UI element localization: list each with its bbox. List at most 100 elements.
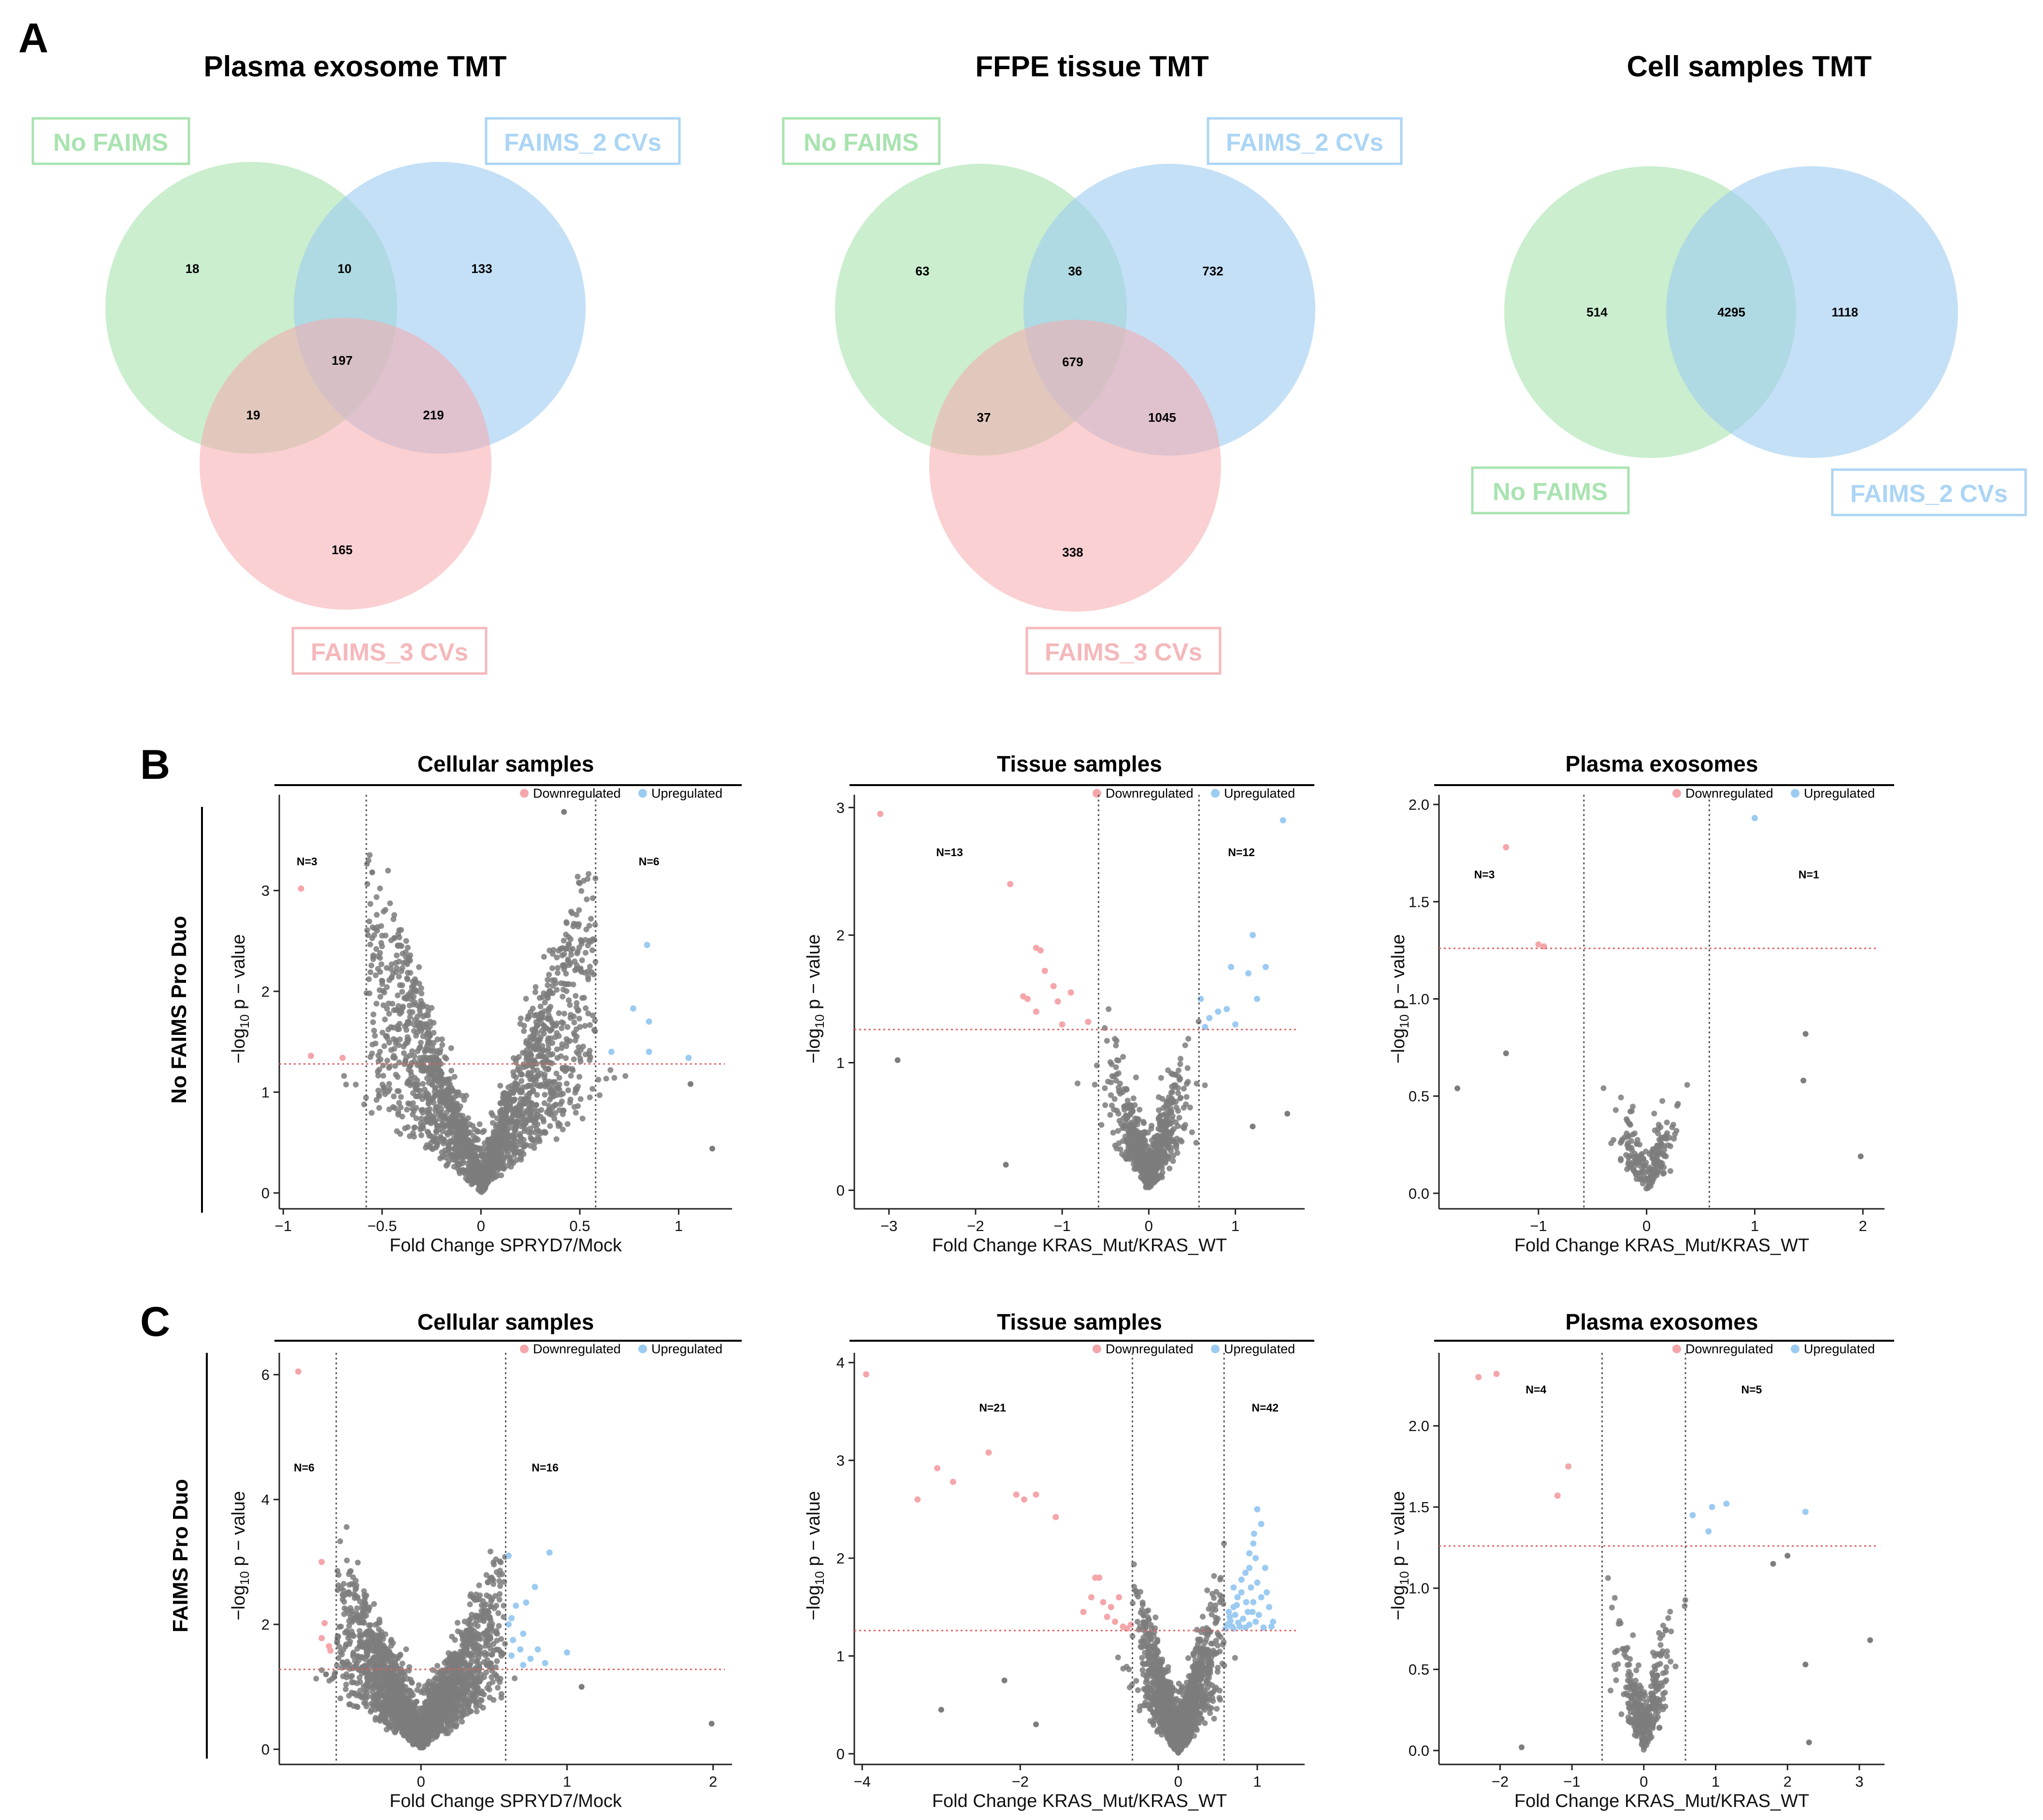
up-point (1232, 1021, 1239, 1028)
ns-point (542, 1091, 548, 1098)
ns-point (590, 1012, 596, 1018)
ns-point (1121, 1124, 1127, 1130)
ns-point (480, 1705, 486, 1711)
y-tick-label: 2.0 (1409, 796, 1429, 813)
venn-label-box-a (1471, 466, 1630, 515)
ns-point (1125, 1152, 1132, 1159)
ns-point (545, 976, 551, 983)
ns-point (395, 1074, 401, 1080)
ns-point (454, 1092, 460, 1099)
ns-point (541, 1031, 547, 1037)
ns-point (1284, 1111, 1291, 1117)
ns-point (429, 1081, 435, 1088)
ns-point (374, 912, 380, 918)
ns-point (418, 1116, 425, 1122)
ns-point (512, 1096, 518, 1103)
ns-point (1169, 1113, 1176, 1119)
ns-point (567, 1096, 574, 1103)
ns-point (495, 1155, 502, 1161)
ns-point (1121, 1086, 1127, 1092)
ns-point (455, 1628, 461, 1634)
ns-point (344, 1524, 350, 1530)
ns-point (334, 1568, 341, 1574)
ns-point (551, 1022, 558, 1029)
ns-point (381, 989, 388, 996)
ns-point (1137, 1106, 1143, 1113)
ns-point (489, 1110, 494, 1116)
ns-point (554, 1046, 560, 1052)
ns-point (432, 1089, 438, 1095)
y-tick-label: 1 (261, 1084, 270, 1101)
ns-point (394, 952, 400, 959)
x-tick-label: 2 (1859, 1218, 1867, 1234)
down-point (298, 885, 304, 892)
ns-point (1134, 1133, 1140, 1139)
ns-point (462, 1642, 468, 1648)
ns-point (549, 977, 555, 983)
ns-point (571, 1013, 577, 1019)
ns-point (534, 1022, 540, 1029)
y-tick-label: 6 (261, 1366, 270, 1383)
ns-point (1169, 1089, 1175, 1095)
ns-point (563, 920, 570, 926)
down-point (1037, 947, 1044, 954)
ns-point (413, 1032, 419, 1039)
up-point (1223, 1006, 1230, 1013)
ns-point (471, 1166, 477, 1173)
ns-point (573, 1026, 579, 1032)
venn-plasma-exosome: Plasma exosome TMT No FAIMS FAIMS_2 CVs … (31, 50, 681, 675)
ns-point (1140, 1160, 1147, 1166)
ns-point (381, 1088, 387, 1094)
ns-point (442, 1054, 448, 1060)
ns-point (337, 1695, 344, 1702)
ns-point (571, 1056, 577, 1062)
ns-point (1113, 1038, 1120, 1044)
ns-point (567, 960, 574, 966)
ns-point (1116, 1118, 1122, 1124)
ns-point (1664, 1130, 1670, 1136)
ns-point (549, 1105, 556, 1111)
ns-point (460, 1648, 467, 1654)
ns-point (499, 1120, 505, 1126)
y-tick-label: 4 (261, 1491, 270, 1508)
up-point (1262, 963, 1269, 970)
ns-point (1658, 1141, 1665, 1147)
ns-point (354, 1703, 360, 1709)
ns-point (403, 996, 410, 1002)
down-point (1041, 967, 1048, 974)
ns-point (587, 1022, 593, 1028)
ns-point (1175, 1085, 1181, 1091)
ns-point (374, 1097, 380, 1103)
ns-point (1122, 1133, 1128, 1140)
ns-point (1136, 1150, 1142, 1157)
ns-point (431, 1019, 437, 1026)
ns-point (1630, 1103, 1636, 1110)
ns-point (542, 1065, 548, 1072)
ns-point (395, 943, 401, 949)
up-point (630, 1005, 636, 1012)
ns-point (577, 1055, 583, 1061)
ns-point (431, 1048, 437, 1054)
plot-title: Cellular samples (417, 1309, 594, 1334)
ns-point (399, 965, 405, 971)
ns-point (417, 1011, 423, 1017)
ns-point (367, 901, 374, 907)
y-axis-label: −log10 p − value (804, 934, 827, 1064)
ns-point (1655, 1121, 1662, 1128)
ns-point (387, 900, 393, 906)
ns-point (374, 894, 380, 900)
ns-point (563, 1080, 570, 1087)
ns-point (521, 1028, 527, 1034)
ns-point (403, 1646, 409, 1652)
ns-point (556, 947, 562, 954)
ns-point (603, 1075, 609, 1082)
ns-point (508, 1089, 514, 1095)
ns-point (572, 1089, 578, 1096)
ns-point (484, 1651, 490, 1657)
ns-point (1202, 1082, 1208, 1089)
ns-point (409, 1048, 416, 1054)
ns-point (497, 1083, 504, 1089)
ns-point (578, 941, 585, 947)
ns-point (418, 990, 425, 997)
